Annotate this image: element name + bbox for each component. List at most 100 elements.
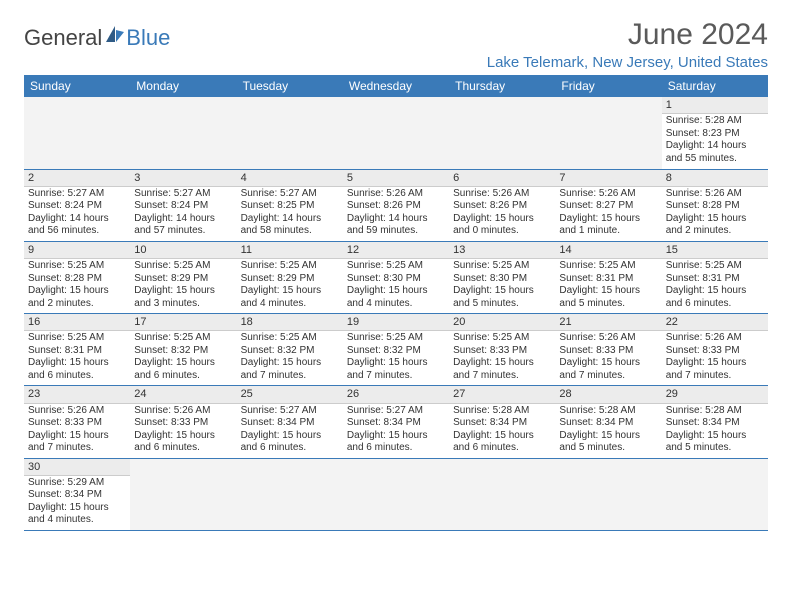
day-info: Sunrise: 5:26 AMSunset: 8:33 PMDaylight:… (555, 331, 661, 385)
sunrise: Sunrise: 5:26 AM (666, 188, 764, 201)
day-number: 16 (24, 314, 130, 331)
sunrise: Sunrise: 5:27 AM (347, 405, 445, 418)
location: Lake Telemark, New Jersey, United States (487, 54, 768, 71)
daylight: Daylight: 15 hours and 7 minutes. (28, 430, 126, 455)
sunrise: Sunrise: 5:27 AM (241, 405, 339, 418)
calendar-cell: 30Sunrise: 5:29 AMSunset: 8:34 PMDayligh… (24, 458, 130, 530)
daylight: Daylight: 15 hours and 7 minutes. (559, 357, 657, 382)
daylight: Daylight: 14 hours and 58 minutes. (241, 213, 339, 238)
day-number: 21 (555, 314, 661, 331)
sunrise: Sunrise: 5:25 AM (666, 260, 764, 273)
sunset: Sunset: 8:25 PM (241, 200, 339, 213)
calendar-cell: 11Sunrise: 5:25 AMSunset: 8:29 PMDayligh… (237, 241, 343, 313)
sunrise: Sunrise: 5:27 AM (134, 188, 232, 201)
sunrise: Sunrise: 5:28 AM (559, 405, 657, 418)
sunset: Sunset: 8:32 PM (134, 345, 232, 358)
calendar-cell: 16Sunrise: 5:25 AMSunset: 8:31 PMDayligh… (24, 314, 130, 386)
daylight: Daylight: 15 hours and 6 minutes. (28, 357, 126, 382)
calendar-cell: 19Sunrise: 5:25 AMSunset: 8:32 PMDayligh… (343, 314, 449, 386)
day-info: Sunrise: 5:25 AMSunset: 8:31 PMDaylight:… (662, 259, 768, 313)
day-info: Sunrise: 5:25 AMSunset: 8:29 PMDaylight:… (237, 259, 343, 313)
day-number: 12 (343, 242, 449, 259)
day-number: 11 (237, 242, 343, 259)
daylight: Daylight: 14 hours and 57 minutes. (134, 213, 232, 238)
daylight: Daylight: 15 hours and 5 minutes. (666, 430, 764, 455)
day-header: Tuesday (237, 75, 343, 97)
sunrise: Sunrise: 5:25 AM (241, 260, 339, 273)
sunrise: Sunrise: 5:26 AM (453, 188, 551, 201)
day-info: Sunrise: 5:26 AMSunset: 8:28 PMDaylight:… (662, 187, 768, 241)
day-number: 14 (555, 242, 661, 259)
calendar-cell: 6Sunrise: 5:26 AMSunset: 8:26 PMDaylight… (449, 169, 555, 241)
calendar-cell: 15Sunrise: 5:25 AMSunset: 8:31 PMDayligh… (662, 241, 768, 313)
day-number: 26 (343, 386, 449, 403)
daylight: Daylight: 15 hours and 6 minutes. (453, 430, 551, 455)
day-info: Sunrise: 5:25 AMSunset: 8:31 PMDaylight:… (24, 331, 130, 385)
calendar-cell: 13Sunrise: 5:25 AMSunset: 8:30 PMDayligh… (449, 241, 555, 313)
sunset: Sunset: 8:26 PM (347, 200, 445, 213)
calendar-cell: 21Sunrise: 5:26 AMSunset: 8:33 PMDayligh… (555, 314, 661, 386)
calendar-cell: 8Sunrise: 5:26 AMSunset: 8:28 PMDaylight… (662, 169, 768, 241)
sunrise: Sunrise: 5:26 AM (28, 405, 126, 418)
calendar-cell: 17Sunrise: 5:25 AMSunset: 8:32 PMDayligh… (130, 314, 236, 386)
calendar-cell: 28Sunrise: 5:28 AMSunset: 8:34 PMDayligh… (555, 386, 661, 458)
sunrise: Sunrise: 5:25 AM (347, 260, 445, 273)
daylight: Daylight: 15 hours and 5 minutes. (453, 285, 551, 310)
day-header: Saturday (662, 75, 768, 97)
day-number: 29 (662, 386, 768, 403)
day-info: Sunrise: 5:28 AMSunset: 8:34 PMDaylight:… (555, 404, 661, 458)
sunset: Sunset: 8:34 PM (666, 417, 764, 430)
day-info: Sunrise: 5:27 AMSunset: 8:24 PMDaylight:… (24, 187, 130, 241)
calendar-cell: 22Sunrise: 5:26 AMSunset: 8:33 PMDayligh… (662, 314, 768, 386)
calendar-cell (343, 97, 449, 169)
daylight: Daylight: 15 hours and 7 minutes. (241, 357, 339, 382)
sunset: Sunset: 8:31 PM (559, 273, 657, 286)
daylight: Daylight: 15 hours and 4 minutes. (28, 502, 126, 527)
sunrise: Sunrise: 5:25 AM (347, 332, 445, 345)
calendar-cell: 5Sunrise: 5:26 AMSunset: 8:26 PMDaylight… (343, 169, 449, 241)
sunrise: Sunrise: 5:26 AM (559, 332, 657, 345)
day-number: 10 (130, 242, 236, 259)
calendar-cell: 29 Sunrise: 5:28 AMSunset: 8:34 PMDayligh… (662, 386, 768, 458)
title-block: June 2024 Lake Telemark, New Jersey, Uni… (487, 18, 768, 71)
sunset: Sunset: 8:33 PM (28, 417, 126, 430)
sunset: Sunset: 8:32 PM (347, 345, 445, 358)
sunset: Sunset: 8:30 PM (453, 273, 551, 286)
sunrise: Sunrise: 5:28 AM (453, 405, 551, 418)
sunset: Sunset: 8:34 PM (28, 489, 126, 502)
day-info: Sunrise: 5:28 AMSunset: 8:23 PMDaylight:… (662, 114, 768, 168)
day-number: 18 (237, 314, 343, 331)
day-number: 23 (24, 386, 130, 403)
sunset: Sunset: 8:27 PM (559, 200, 657, 213)
daylight: Daylight: 15 hours and 6 minutes. (134, 357, 232, 382)
sunrise: Sunrise: 5:25 AM (28, 260, 126, 273)
sunrise: Sunrise: 5:26 AM (559, 188, 657, 201)
sunrise: Sunrise: 5:25 AM (559, 260, 657, 273)
calendar-cell (555, 97, 661, 169)
sunset: Sunset: 8:31 PM (666, 273, 764, 286)
day-header: Monday (130, 75, 236, 97)
day-info: Sunrise: 5:25 AMSunset: 8:30 PMDaylight:… (449, 259, 555, 313)
day-info: Sunrise: 5:25 AMSunset: 8:29 PMDaylight:… (130, 259, 236, 313)
day-header-row: SundayMondayTuesdayWednesdayThursdayFrid… (24, 75, 768, 97)
day-info: Sunrise: 5:25 AMSunset: 8:28 PMDaylight:… (24, 259, 130, 313)
daylight: Daylight: 15 hours and 7 minutes. (666, 357, 764, 382)
day-header: Wednesday (343, 75, 449, 97)
day-info: Sunrise: 5:26 AMSunset: 8:33 PMDaylight:… (662, 331, 768, 385)
sunrise: Sunrise: 5:26 AM (666, 332, 764, 345)
day-info: Sunrise: 5:29 AMSunset: 8:34 PMDaylight:… (24, 476, 130, 530)
sunrise: Sunrise: 5:28 AM (666, 405, 764, 418)
calendar-cell: 4Sunrise: 5:27 AMSunset: 8:25 PMDaylight… (237, 169, 343, 241)
calendar-cell: 23 Sunrise: 5:26 AMSunset: 8:33 PMDayligh… (24, 386, 130, 458)
calendar-cell (449, 97, 555, 169)
month-title: June 2024 (487, 18, 768, 52)
day-number: 4 (237, 170, 343, 187)
logo-text-general: General (24, 25, 102, 51)
sunset: Sunset: 8:34 PM (559, 417, 657, 430)
sunset: Sunset: 8:29 PM (241, 273, 339, 286)
daylight: Daylight: 15 hours and 2 minutes. (28, 285, 126, 310)
calendar-cell: 1Sunrise: 5:28 AMSunset: 8:23 PMDaylight… (662, 97, 768, 169)
day-header: Sunday (24, 75, 130, 97)
calendar-cell: 12Sunrise: 5:25 AMSunset: 8:30 PMDayligh… (343, 241, 449, 313)
sunrise: Sunrise: 5:26 AM (347, 188, 445, 201)
